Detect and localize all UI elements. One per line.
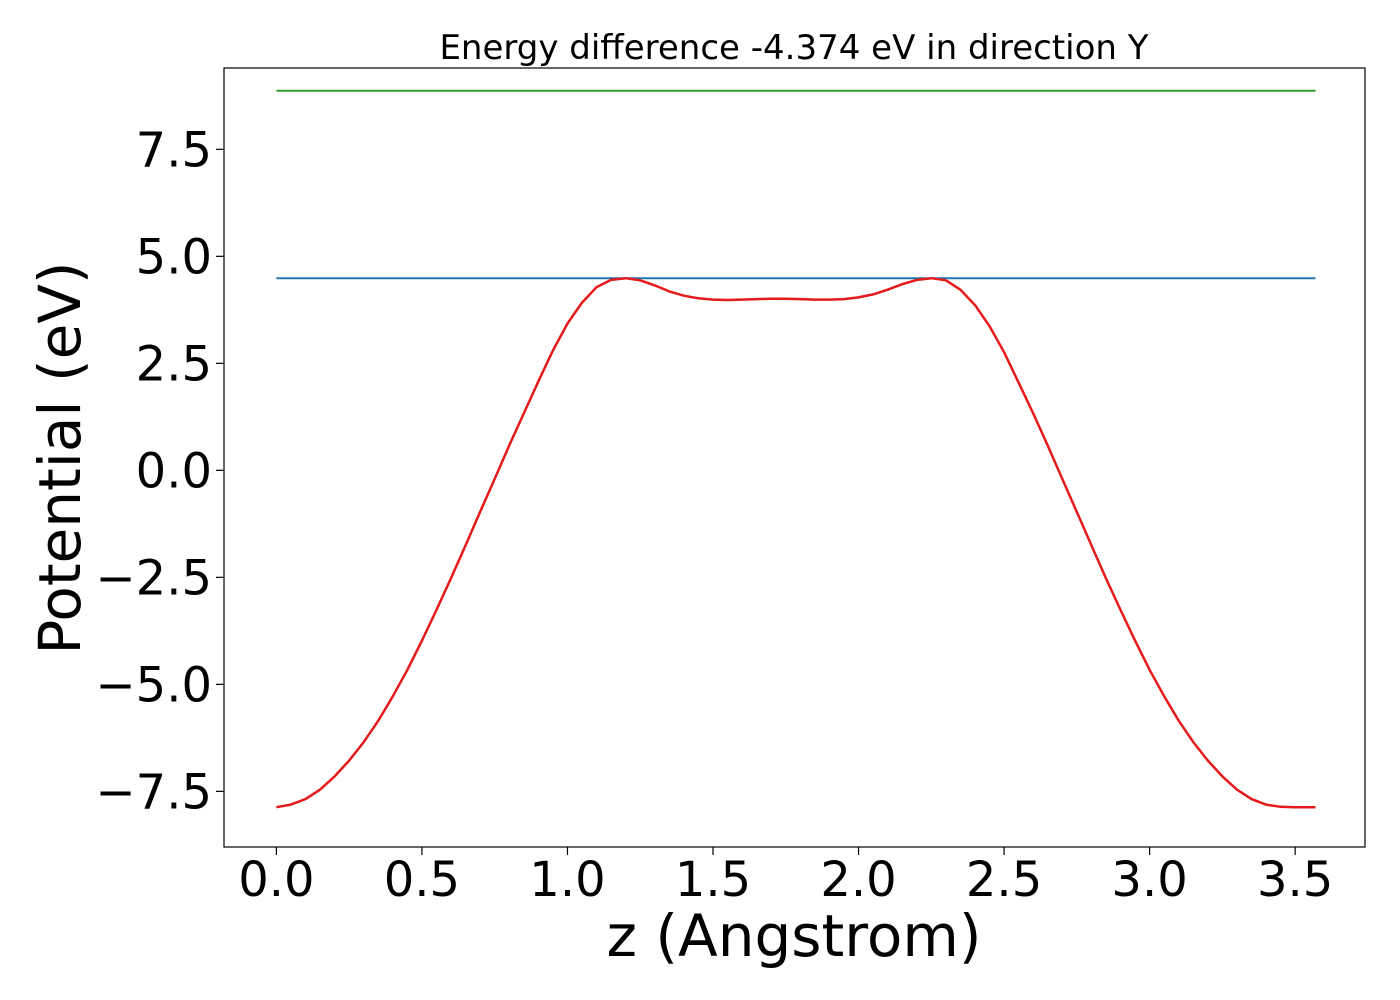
- x-tick-label-6: 3.0: [1111, 852, 1187, 908]
- y-axis-ticks: −7.5 −5.0 −2.5 0.0 2.5 5.0 7.5: [95, 122, 224, 820]
- x-tick-label-4: 2.0: [820, 852, 896, 908]
- x-axis-label: z (Angstrom): [607, 902, 982, 970]
- x-tick-label-3: 1.5: [675, 852, 751, 908]
- y-tick-label-6: 7.5: [136, 122, 212, 178]
- chart-title: Energy difference -4.374 eV in direction…: [439, 28, 1148, 68]
- x-tick-label-0: 0.0: [238, 852, 314, 908]
- y-tick-label-4: 2.5: [136, 336, 212, 392]
- x-tick-label-1: 0.5: [384, 852, 460, 908]
- x-axis-ticks: 0.0 0.5 1.0 1.5 2.0 2.5 3.0 3.5: [238, 847, 1333, 908]
- y-tick-label-2: −2.5: [95, 550, 212, 606]
- x-tick-label-5: 2.5: [966, 852, 1042, 908]
- series-line-2: [276, 276, 1316, 809]
- y-tick-label-3: 0.0: [136, 443, 212, 499]
- y-tick-label-0: −7.5: [95, 764, 212, 820]
- x-tick-label-2: 1.0: [529, 852, 605, 908]
- y-axis-label: Potential (eV): [26, 261, 94, 654]
- y-tick-label-1: −5.0: [95, 657, 212, 713]
- series-layer: [276, 89, 1316, 809]
- y-tick-label-5: 5.0: [136, 229, 212, 285]
- plot-frame: [223, 67, 1366, 848]
- x-tick-label-7: 3.5: [1257, 852, 1333, 908]
